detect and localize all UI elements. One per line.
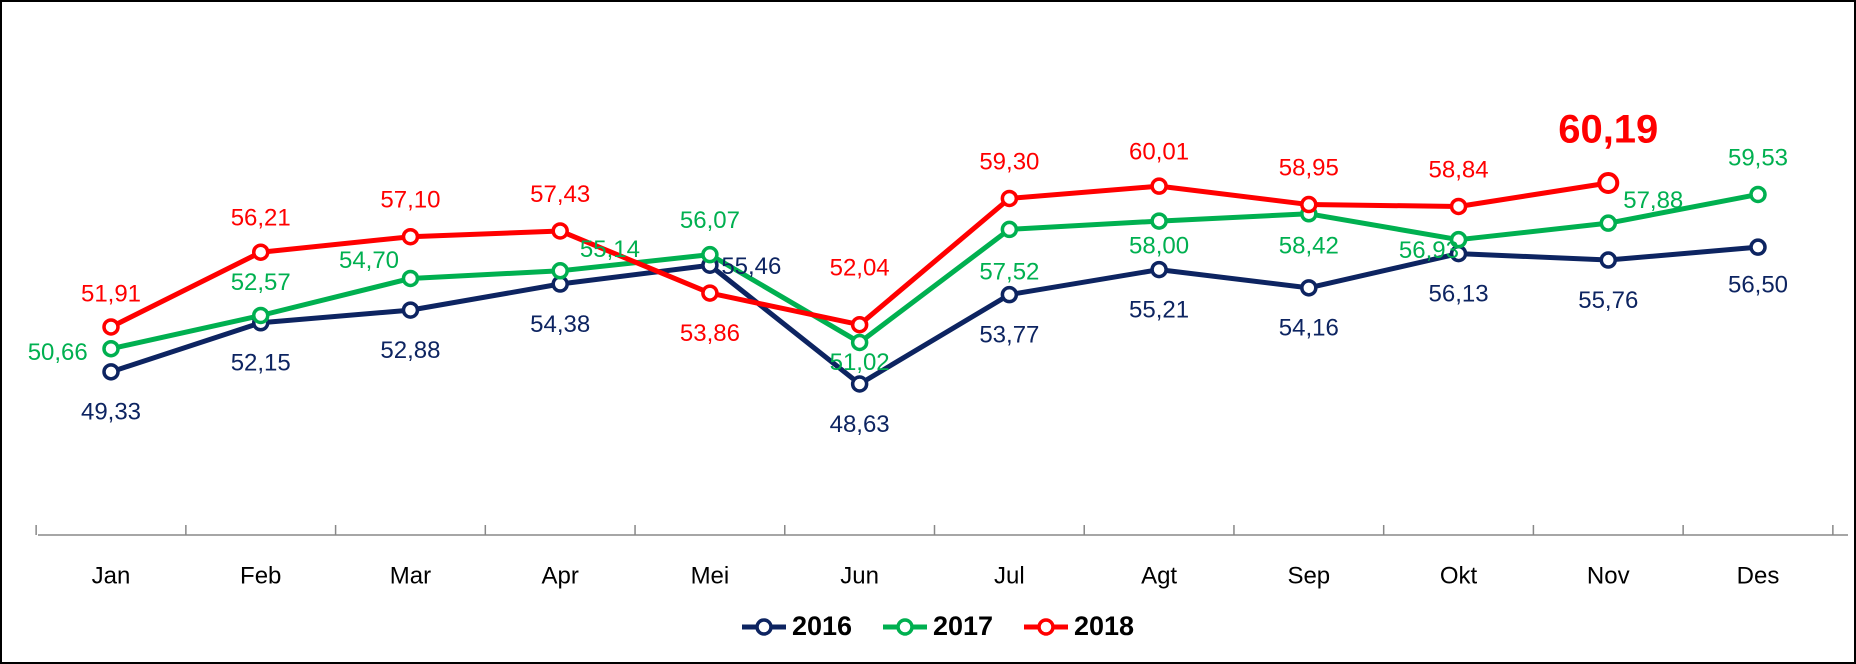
legend-marker bbox=[896, 618, 914, 636]
data-label: 51,91 bbox=[81, 280, 141, 307]
data-label: 56,21 bbox=[231, 204, 291, 231]
data-label: 55,14 bbox=[580, 236, 640, 263]
point bbox=[1449, 197, 1468, 216]
data-label: 58,95 bbox=[1279, 154, 1339, 181]
data-label: 52,88 bbox=[380, 337, 440, 364]
point bbox=[701, 245, 719, 264]
point bbox=[1449, 230, 1468, 249]
point bbox=[1300, 195, 1318, 214]
point bbox=[1000, 285, 1019, 304]
data-label: 56,93 bbox=[1399, 237, 1459, 264]
point bbox=[1749, 238, 1767, 256]
legend-label: 2016 bbox=[792, 611, 852, 641]
point bbox=[102, 318, 120, 336]
legend-label: 2017 bbox=[933, 611, 993, 641]
x-tick-label: Agt bbox=[1141, 562, 1177, 589]
series-line bbox=[110, 244, 1759, 387]
data-label: 59,30 bbox=[979, 148, 1039, 175]
data-label: 55,21 bbox=[1129, 296, 1189, 323]
point bbox=[1000, 189, 1019, 208]
point bbox=[1150, 260, 1168, 279]
data-label: 57,52 bbox=[979, 259, 1039, 286]
data-label: 55,46 bbox=[721, 253, 781, 280]
point bbox=[551, 222, 569, 240]
point bbox=[1599, 214, 1618, 232]
point bbox=[251, 306, 270, 325]
data-label: 54,16 bbox=[1279, 315, 1339, 342]
point bbox=[102, 339, 120, 358]
point bbox=[701, 284, 719, 302]
x-tick-label: Sep bbox=[1287, 562, 1330, 589]
data-label: 57,88 bbox=[1623, 187, 1683, 214]
x-tick-label: Mar bbox=[390, 562, 431, 589]
x-tick-label: Des bbox=[1737, 562, 1780, 589]
legend-marker bbox=[1037, 618, 1055, 636]
point bbox=[850, 333, 869, 352]
data-label: 56,50 bbox=[1728, 272, 1788, 299]
data-label: 57,10 bbox=[380, 187, 440, 214]
x-tick-label: Nov bbox=[1587, 562, 1630, 589]
point bbox=[850, 375, 869, 393]
series-line bbox=[110, 192, 1759, 352]
point bbox=[1599, 251, 1618, 269]
point bbox=[401, 269, 420, 288]
point bbox=[1597, 172, 1620, 194]
data-label: 52,57 bbox=[231, 269, 291, 296]
x-tick-label: Apr bbox=[542, 562, 579, 589]
data-label: 48,63 bbox=[830, 411, 890, 438]
data-label: 50,66 bbox=[28, 339, 88, 366]
data-label: 55,76 bbox=[1578, 287, 1638, 314]
x-tick-label: Jan bbox=[92, 562, 131, 589]
data-label: 53,77 bbox=[979, 321, 1039, 348]
data-label: 56,13 bbox=[1429, 280, 1489, 307]
data-label: 60,01 bbox=[1129, 138, 1189, 165]
x-tick-label: Feb bbox=[240, 562, 281, 589]
point bbox=[1300, 279, 1318, 297]
data-label: 53,86 bbox=[680, 320, 740, 347]
point bbox=[1150, 177, 1168, 195]
x-tick-label: Mei bbox=[691, 562, 730, 589]
data-label: 57,43 bbox=[530, 181, 590, 208]
data-label: 49,33 bbox=[81, 399, 141, 426]
point bbox=[1150, 212, 1168, 230]
point bbox=[401, 227, 420, 246]
data-label: 52,15 bbox=[231, 350, 291, 377]
legend-marker bbox=[755, 618, 773, 636]
data-label: 56,07 bbox=[680, 207, 740, 234]
data-label: 52,04 bbox=[830, 254, 890, 281]
point bbox=[401, 301, 420, 319]
point bbox=[1000, 220, 1019, 239]
x-tick-label: Okt bbox=[1440, 562, 1478, 589]
point bbox=[850, 315, 869, 334]
data-label: 59,53 bbox=[1728, 144, 1788, 171]
point bbox=[251, 243, 270, 261]
data-label: 58,00 bbox=[1129, 232, 1189, 259]
data-label: 51,02 bbox=[830, 349, 890, 376]
point bbox=[551, 262, 569, 280]
data-label: 58,84 bbox=[1429, 156, 1489, 183]
legend-label: 2018 bbox=[1074, 611, 1134, 641]
data-label: 58,42 bbox=[1279, 232, 1339, 259]
data-label: 60,19 bbox=[1558, 108, 1658, 152]
data-label: 54,38 bbox=[530, 311, 590, 338]
x-tick-label: Jul bbox=[994, 562, 1025, 589]
data-label: 54,70 bbox=[339, 247, 399, 274]
point bbox=[1749, 185, 1767, 204]
x-tick-label: Jun bbox=[840, 562, 879, 589]
point bbox=[102, 363, 120, 381]
